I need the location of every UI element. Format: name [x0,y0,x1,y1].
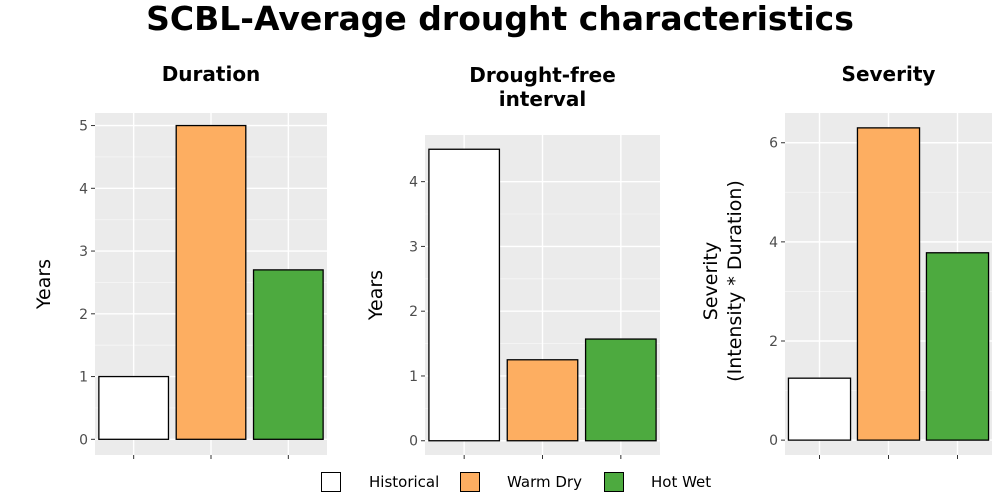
panel-title: Duration [162,62,261,86]
y-tick-label: 4 [79,181,88,197]
y-tick-label: 1 [409,369,418,385]
legend-swatch-hot-wet [604,472,624,492]
y-axis-label: Years [365,270,387,321]
legend-label-hot-wet: Hot Wet [651,473,712,491]
legend-label-warm-dry: Warm Dry [507,473,582,491]
y-tick-label: 4 [409,175,418,191]
legend-label-historical: Historical [369,473,440,491]
bar-hot-wet [584,338,657,442]
bar-historical [98,375,170,440]
y-axis-label: Years [33,259,55,310]
y-tick-label: 3 [409,239,418,255]
bar-warm-dry [175,124,247,440]
panel-title: Severity [842,62,936,86]
y-tick-label: 1 [79,370,88,386]
legend: Historical Warm Dry Hot Wet [0,470,1000,496]
panel-title: Drought-free [469,63,616,87]
bar-warm-dry [506,359,579,442]
y-tick-label: 2 [409,304,418,320]
y-axis-label: Severity [700,242,722,320]
y-tick-label: 3 [79,244,88,260]
bar-historical [787,377,852,441]
bar-hot-wet [925,252,990,441]
panel-title: interval [499,87,586,111]
y-axis-label: (Intensity * Duration) [724,180,746,382]
y-tick-label: 6 [769,136,778,152]
y-tick-label: 2 [79,307,88,323]
panel-1: 0 1 2 3 4 5 Duration Years [33,62,327,459]
y-tick-label: 0 [409,434,418,450]
y-tick-label: 0 [79,432,88,448]
legend-swatch-warm-dry [460,472,480,492]
bar-historical [428,148,501,442]
y-tick-label: 5 [79,119,88,135]
bar-hot-wet [252,269,324,440]
y-tick-label: 2 [769,334,778,350]
legend-swatch-historical [321,472,341,492]
legend-item-hot-wet: Hot Wet [604,470,711,494]
y-tick-label: 4 [769,235,778,251]
bar-warm-dry [856,127,921,441]
y-tick-label: 0 [769,433,778,449]
chart-panels: 0 1 2 3 4 5 Duration Years 0 1 2 3 4 Drought-freeinte… [33,62,992,459]
legend-item-warm-dry: Warm Dry [460,470,582,494]
chart-title: SCBL-Average drought characteristics [146,0,854,38]
legend-item-historical: Historical [321,470,439,494]
